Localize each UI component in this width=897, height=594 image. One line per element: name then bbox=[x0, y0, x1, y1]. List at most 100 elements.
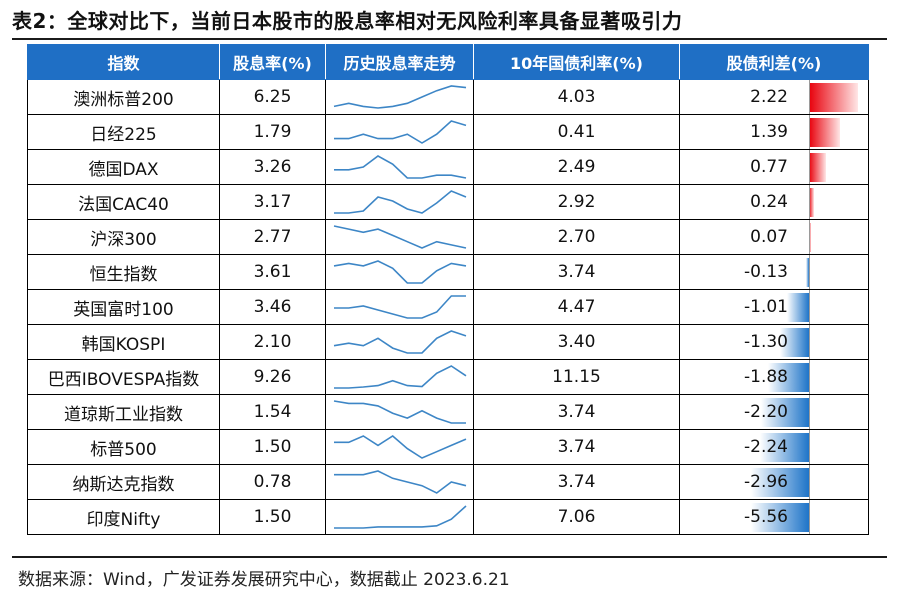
spread-zero-axis bbox=[809, 185, 810, 219]
spread-zero-axis bbox=[809, 150, 810, 184]
spread-value: -5.56 bbox=[744, 507, 788, 527]
bond-yield: 7.06 bbox=[473, 499, 680, 535]
spread-value: 0.07 bbox=[750, 227, 788, 247]
sparkline bbox=[333, 330, 467, 354]
spread-zero-axis bbox=[809, 500, 810, 534]
yield-trend-sparkline bbox=[325, 429, 474, 465]
negative-spread-bar bbox=[806, 258, 809, 287]
yield-trend-sparkline bbox=[325, 79, 474, 115]
sparkline bbox=[333, 400, 466, 424]
dividend-yield: 0.78 bbox=[219, 464, 326, 500]
yield-trend-sparkline bbox=[325, 254, 474, 290]
spread-cell: -1.30 bbox=[679, 324, 869, 360]
sparkline bbox=[334, 365, 467, 389]
trend-line bbox=[333, 225, 467, 249]
top-rule bbox=[12, 38, 887, 40]
spread-zero-axis bbox=[809, 465, 810, 499]
dividend-yield: 1.79 bbox=[219, 114, 326, 150]
table-row: 纳斯达克指数 0.78 3.74 -2.96 bbox=[27, 464, 869, 500]
dividend-yield: 2.77 bbox=[219, 219, 326, 255]
spread-zero-axis bbox=[809, 395, 810, 429]
sparkline bbox=[334, 435, 467, 459]
index-name: 澳洲标普200 bbox=[27, 79, 220, 115]
spread-cell: 1.39 bbox=[679, 114, 869, 150]
negative-spread-bar bbox=[780, 328, 809, 357]
index-name: 法国CAC40 bbox=[27, 184, 220, 220]
spread-zero-axis bbox=[809, 220, 810, 254]
yield-trend-sparkline bbox=[325, 394, 474, 430]
spread-value: 0.77 bbox=[750, 157, 788, 177]
bond-yield: 4.47 bbox=[473, 289, 680, 325]
bond-yield: 2.92 bbox=[473, 184, 680, 220]
spread-cell: -1.01 bbox=[679, 289, 869, 325]
table-row: 韩国KOSPI 2.10 3.40 -1.30 bbox=[27, 324, 869, 360]
trend-line bbox=[334, 120, 467, 144]
spread-cell: 0.77 bbox=[679, 149, 869, 185]
dividend-yield: 2.10 bbox=[219, 324, 326, 360]
table-body: 澳洲标普200 6.25 4.03 2.22 日经225 1.79 0.41 1.39 德国DA… bbox=[27, 79, 869, 535]
spread-cell: -2.96 bbox=[679, 464, 869, 500]
spread-cell: -0.13 bbox=[679, 254, 869, 290]
table-row: 巴西IBOVESPA指数 9.26 11.15 -1.88 bbox=[27, 359, 869, 395]
negative-spread-bar bbox=[759, 433, 809, 462]
spread-cell: 2.22 bbox=[679, 79, 869, 115]
yield-trend-sparkline bbox=[325, 359, 474, 395]
table-title: 表2：全球对比下，当前日本股市的股息率相对无风险利率具备显著吸引力 bbox=[12, 9, 683, 33]
positive-spread-bar bbox=[809, 153, 826, 182]
bottom-rule bbox=[12, 556, 887, 558]
trend-line bbox=[333, 85, 467, 109]
positive-spread-bar bbox=[809, 188, 815, 217]
spread-value: -1.88 bbox=[744, 367, 788, 387]
sparkline bbox=[333, 260, 467, 284]
table-row: 法国CAC40 3.17 2.92 0.24 bbox=[27, 184, 869, 220]
dividend-yield: 9.26 bbox=[219, 359, 326, 395]
trend-line bbox=[334, 295, 466, 319]
header-spread: 股债利差(%) bbox=[679, 44, 869, 80]
bond-yield: 3.74 bbox=[473, 254, 680, 290]
positive-spread-bar bbox=[809, 118, 840, 147]
table-row: 标普500 1.50 3.74 -2.24 bbox=[27, 429, 869, 465]
sparkline bbox=[334, 120, 467, 144]
header-yield-trend: 历史股息率走势 bbox=[325, 44, 474, 80]
trend-line bbox=[334, 470, 467, 494]
sparkline bbox=[334, 505, 467, 529]
negative-spread-bar bbox=[760, 398, 809, 427]
dividend-yield: 3.46 bbox=[219, 289, 326, 325]
trend-line bbox=[334, 365, 467, 389]
table-row: 澳洲标普200 6.25 4.03 2.22 bbox=[27, 79, 869, 115]
index-name: 英国富时100 bbox=[27, 289, 220, 325]
spread-zero-axis bbox=[809, 290, 810, 324]
dividend-yield: 3.17 bbox=[219, 184, 326, 220]
trend-line bbox=[333, 330, 467, 354]
negative-spread-bar bbox=[751, 468, 809, 497]
spread-value: -2.96 bbox=[744, 472, 788, 492]
spread-value: -2.24 bbox=[744, 437, 788, 457]
comparison-table: 指数 股息率(%) 历史股息率走势 10年国债利率(%) 股债利差(%) 澳洲标… bbox=[27, 44, 869, 535]
trend-line bbox=[334, 190, 467, 214]
yield-trend-sparkline bbox=[325, 114, 474, 150]
spread-zero-axis bbox=[809, 325, 810, 359]
negative-spread-bar bbox=[786, 293, 809, 322]
yield-trend-sparkline bbox=[325, 219, 474, 255]
spread-value: 1.39 bbox=[750, 122, 788, 142]
table-row: 道琼斯工业指数 1.54 3.74 -2.20 bbox=[27, 394, 869, 430]
bond-yield: 2.70 bbox=[473, 219, 680, 255]
header-index: 指数 bbox=[27, 44, 220, 80]
spread-cell: 0.07 bbox=[679, 219, 869, 255]
bond-yield: 11.15 bbox=[473, 359, 680, 395]
spread-value: 0.24 bbox=[750, 192, 788, 212]
table-row: 英国富时100 3.46 4.47 -1.01 bbox=[27, 289, 869, 325]
yield-trend-sparkline bbox=[325, 289, 474, 325]
spread-value: -1.30 bbox=[744, 332, 788, 352]
bond-yield: 2.49 bbox=[473, 149, 680, 185]
dividend-yield: 3.26 bbox=[219, 149, 326, 185]
sparkline bbox=[333, 225, 467, 249]
trend-line bbox=[334, 435, 467, 459]
yield-trend-sparkline bbox=[325, 324, 474, 360]
index-name: 德国DAX bbox=[27, 149, 220, 185]
spread-zero-axis bbox=[809, 255, 810, 289]
yield-trend-sparkline bbox=[325, 464, 474, 500]
table-row: 日经225 1.79 0.41 1.39 bbox=[27, 114, 869, 150]
sparkline bbox=[334, 155, 467, 179]
sparkline bbox=[333, 85, 467, 109]
